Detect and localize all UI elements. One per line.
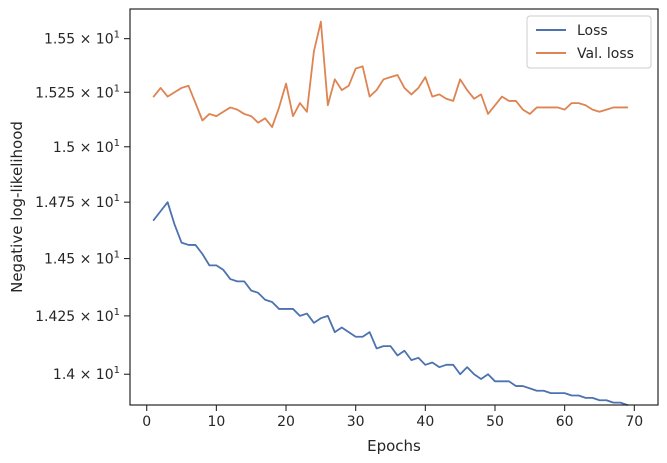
y-tick-label: 1.525 × 101 [35, 83, 120, 101]
x-tick-label: 60 [556, 414, 574, 430]
series-layer [152, 20, 629, 406]
x-tick-label: 20 [277, 414, 295, 430]
y-axis-label: Negative log-likelihood [8, 121, 26, 293]
y-tick-label: 1.425 × 101 [35, 307, 120, 325]
y-tick-label: 1.45 × 101 [44, 250, 120, 268]
plot-frame [129, 8, 659, 406]
legend: Loss Val. loss [526, 15, 652, 69]
legend-label-val-loss: Val. loss [577, 46, 634, 62]
series-line-loss [152, 201, 629, 406]
y-tick-label: 1.4 × 101 [53, 365, 120, 383]
y-tick-label: 1.475 × 101 [35, 193, 120, 211]
y-tick-label: 1.55 × 101 [44, 30, 120, 48]
x-tick-label: 30 [347, 414, 365, 430]
y-tick-label: 1.5 × 101 [53, 138, 120, 156]
x-tick-label: 50 [486, 414, 504, 430]
x-tick-label: 0 [142, 414, 151, 430]
x-tick-label: 70 [625, 414, 643, 430]
series-line-val-loss [152, 20, 629, 128]
x-tick-label: 40 [416, 414, 434, 430]
axes-layer: 0 10 20 30 40 50 60 70 1.4 × 101 1.425 × 101 1.45 … [35, 8, 659, 430]
x-tick-label: 10 [207, 414, 225, 430]
legend-label-loss: Loss [577, 23, 608, 39]
x-axis-label: Epochs [367, 437, 421, 455]
